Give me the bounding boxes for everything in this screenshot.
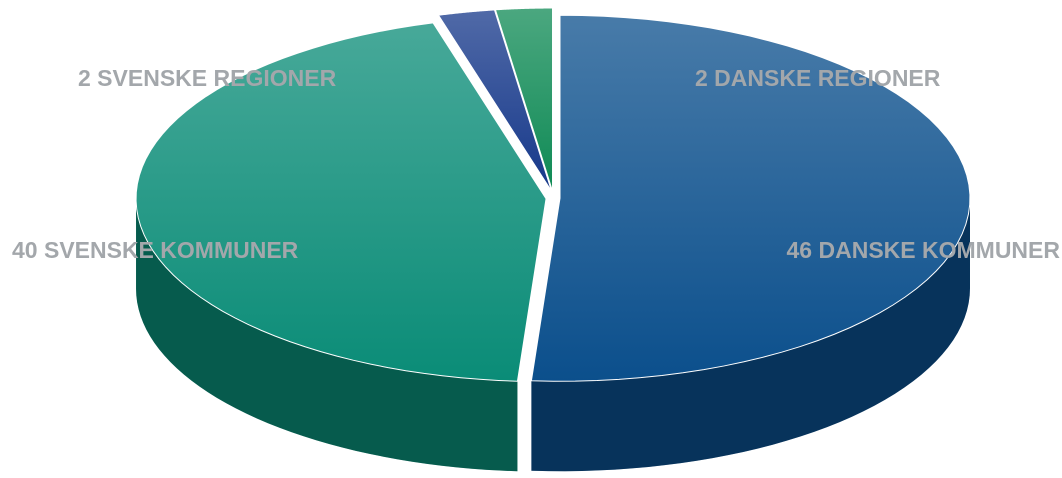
slice-side-shade: [136, 198, 518, 472]
slice-label: 40 SVENSKE KOMMUNER: [12, 237, 299, 263]
slice-side: [136, 198, 518, 472]
slice-side-shade: [531, 198, 970, 472]
slice: [494, 7, 554, 192]
slice-label: 2 DANSKE REGIONER: [695, 65, 941, 91]
slice: [135, 22, 547, 382]
slice-label: 46 DANSKE KOMMUNER: [787, 237, 1061, 263]
slice: [437, 9, 553, 192]
slice-label: 2 SVENSKE REGIONER: [78, 65, 337, 91]
slice: [530, 14, 971, 382]
slice-side: [531, 198, 970, 472]
